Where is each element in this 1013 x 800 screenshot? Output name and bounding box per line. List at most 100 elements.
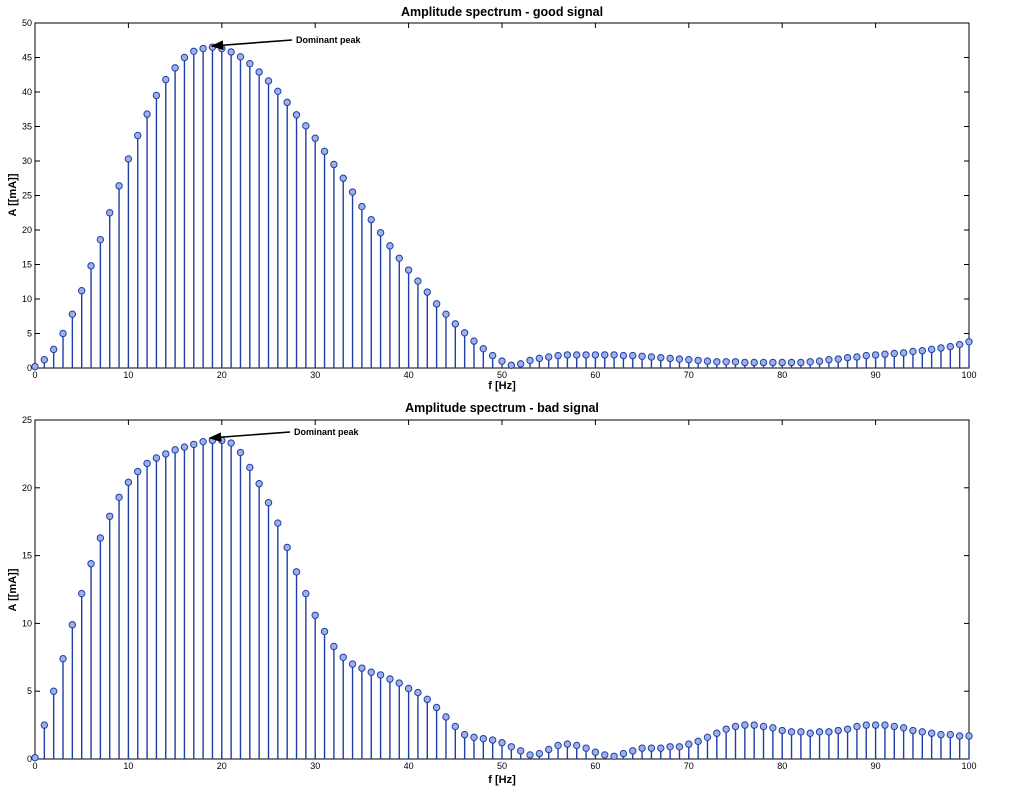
stem-marker (937, 730, 945, 739)
stem-marker (367, 215, 375, 224)
stem-marker (339, 653, 347, 661)
stem-marker (927, 729, 936, 737)
stem-marker (106, 209, 114, 217)
annotation-text: Dominant peak (294, 427, 360, 437)
stem-marker (685, 740, 693, 748)
stem-marker (899, 724, 908, 732)
y-tick-label: 0 (27, 754, 32, 764)
stem-marker (601, 351, 609, 359)
stem-marker (302, 122, 310, 130)
stem-marker (470, 337, 478, 345)
stem-marker (339, 174, 347, 182)
x-tick-label: 10 (123, 761, 133, 771)
stem-marker (49, 345, 58, 354)
stem-marker (283, 543, 291, 552)
stem-marker (311, 134, 319, 142)
stem-marker (675, 743, 684, 751)
stem-marker (731, 358, 740, 366)
stem-marker (638, 352, 646, 360)
stem-marker (246, 60, 254, 68)
y-tick-label: 10 (22, 618, 32, 628)
stem-marker (657, 744, 665, 752)
stem-marker (134, 131, 142, 140)
stem-marker (815, 728, 824, 736)
stem-marker (376, 671, 385, 679)
stem-marker (647, 353, 656, 361)
stem-marker (320, 147, 329, 156)
stem-marker (152, 91, 161, 100)
stem-marker (171, 64, 179, 72)
stem-marker (526, 356, 534, 365)
stem-marker (871, 721, 880, 729)
x-tick-label: 50 (497, 761, 507, 771)
stem-marker (180, 443, 189, 451)
x-tick-label: 90 (871, 761, 881, 771)
stem-marker (432, 300, 441, 308)
x-tick-label: 60 (590, 761, 600, 771)
plot-area (34, 419, 970, 760)
stem-marker (535, 749, 544, 758)
stem-marker (853, 353, 861, 361)
stem-marker (657, 353, 665, 362)
stem-marker (31, 362, 39, 371)
stem-marker (629, 351, 637, 360)
stem-marker (115, 182, 123, 190)
stem-marker (264, 77, 273, 85)
stem-marker (787, 358, 796, 367)
stem-marker (573, 351, 581, 359)
stem-marker (348, 188, 357, 196)
chart-title: Amplitude spectrum - bad signal (405, 401, 599, 415)
stem-marker (414, 688, 422, 697)
stem-marker (619, 351, 628, 360)
stem-marker (890, 722, 898, 731)
stem-marker (843, 353, 852, 362)
y-tick-label: 40 (22, 87, 32, 97)
y-tick-label: 30 (22, 156, 32, 166)
stem-marker (619, 749, 628, 758)
x-tick-label: 70 (684, 370, 694, 380)
stem-marker (685, 356, 693, 364)
stem-marker (843, 725, 852, 733)
stem-marker (460, 329, 469, 337)
stem-marker (526, 751, 534, 759)
stem-marker (162, 450, 170, 458)
x-tick-label: 90 (871, 370, 881, 380)
stem-marker (610, 351, 618, 359)
x-tick-label: 20 (217, 761, 227, 771)
stem-marker (825, 356, 833, 364)
stem-series (31, 436, 973, 762)
x-axis-label: f [Hz] (488, 774, 516, 786)
stem-marker (442, 713, 450, 721)
stem-marker (591, 748, 600, 756)
stem-marker (124, 155, 133, 163)
stem-marker (31, 753, 39, 762)
stem-marker (675, 355, 684, 363)
x-tick-label: 70 (684, 761, 694, 771)
stem-marker (460, 730, 469, 739)
stem-marker (946, 730, 955, 739)
stem-marker (853, 722, 861, 731)
stem-marker (815, 357, 824, 365)
stem-marker (236, 448, 245, 457)
x-tick-label: 10 (123, 370, 133, 380)
stem-marker (778, 358, 786, 367)
stem-marker (96, 534, 105, 542)
stem-marker (769, 358, 777, 367)
y-tick-label: 10 (22, 294, 32, 304)
stem-marker (395, 679, 403, 687)
stem-marker (367, 668, 375, 676)
x-tick-label: 60 (590, 370, 600, 380)
stem-marker (320, 627, 329, 636)
y-tick-label: 25 (22, 415, 32, 425)
stem-marker (881, 721, 889, 729)
stem-marker (918, 347, 926, 355)
stem-marker (545, 353, 553, 361)
stem-marker (274, 87, 282, 96)
x-tick-label: 0 (32, 761, 37, 771)
stem-marker (386, 242, 394, 250)
stem-marker (722, 725, 730, 733)
stem-marker (806, 729, 814, 737)
stem-marker (302, 589, 310, 598)
y-tick-label: 50 (22, 18, 32, 28)
x-tick-label: 0 (32, 370, 37, 380)
